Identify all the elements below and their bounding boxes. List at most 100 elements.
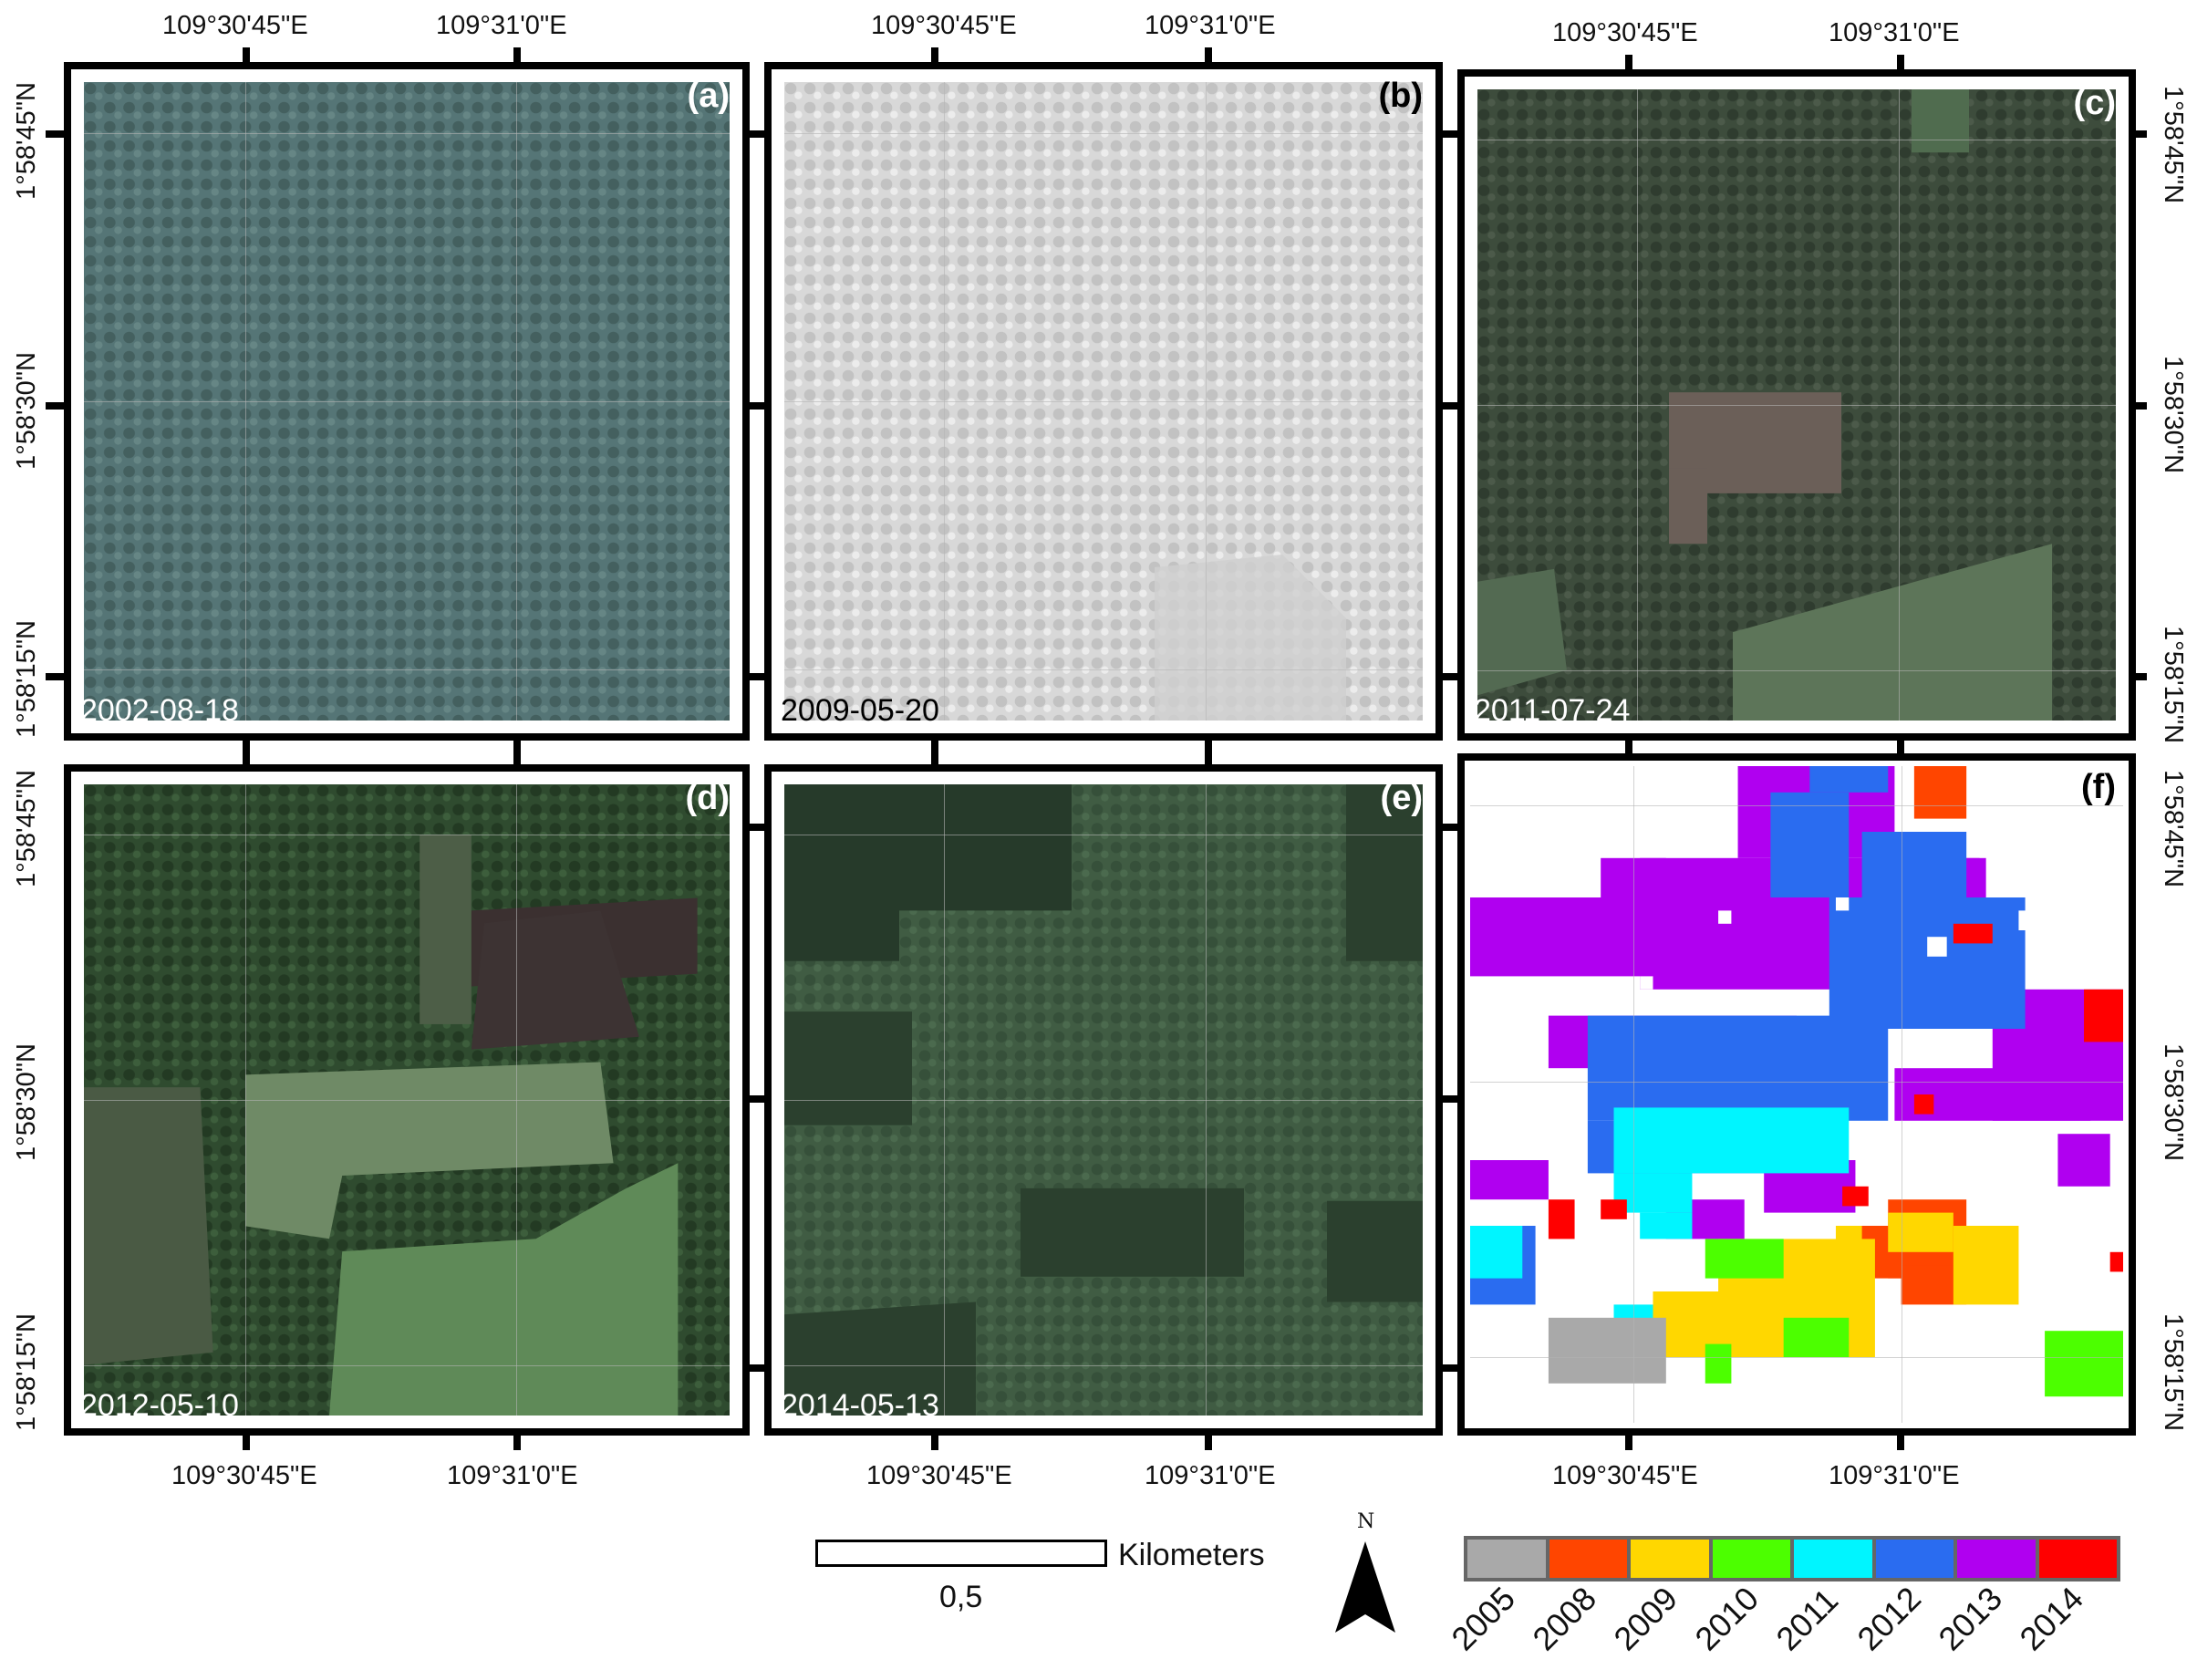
tick-mark [742, 824, 766, 831]
lat-label-left-6: 1°58'15"N [12, 1312, 42, 1432]
north-arrow-icon [1335, 1541, 1395, 1633]
loss-patch-2014 [1548, 1199, 1575, 1239]
lat-label-left-1: 1°58'45"N [12, 81, 42, 201]
tick-mark [46, 130, 64, 138]
lon-label-top-c1: 109°30'45"E [1552, 18, 1698, 47]
tick-mark [1897, 739, 1904, 766]
loss-patch-2013 [2057, 1134, 2110, 1187]
loss-patch-2010 [1783, 1317, 1850, 1357]
loss-patch-2011 [1613, 1107, 1850, 1174]
lon-label-top-c2: 109°31'0"E [1829, 18, 1960, 47]
panel-a: (a) 2002-08-18 [64, 62, 750, 741]
no-change-cell [1835, 897, 1850, 911]
panel-e: (e) 2014-05-13 [764, 764, 1443, 1436]
legend-swatch-2008 [1549, 1540, 1627, 1578]
lon-label-top-b1: 109°30'45"E [871, 11, 1017, 40]
tick-mark [46, 402, 64, 410]
panel-c-image [1477, 89, 2116, 721]
legend-swatch-2010 [1712, 1540, 1790, 1578]
grid-line [1477, 669, 2116, 671]
grid-line [84, 1100, 730, 1101]
loss-patch-2005 [1548, 1317, 1666, 1384]
loss-patch-2009 [1953, 1226, 2019, 1305]
grid-line [84, 1364, 730, 1366]
scale-bar [815, 1540, 1107, 1567]
loss-patch-2014 [1842, 1186, 1869, 1207]
loss-patch-2014 [2084, 989, 2123, 1042]
loss-patch-2012 [1861, 832, 1967, 897]
lat-label-right-2: 1°58'30"N [2159, 355, 2189, 474]
loss-patch-2013 [1470, 1160, 1549, 1200]
tick-mark [742, 1364, 766, 1372]
north-label: N [1357, 1510, 1375, 1533]
lat-label-right-1: 1°58'45"N [2159, 85, 2189, 204]
lon-label-bottom-e1: 109°30'45"E [866, 1461, 1012, 1490]
grid-line [84, 401, 730, 402]
panel-date: 2014-05-13 [781, 1388, 939, 1423]
grid-line [784, 133, 1423, 134]
loss-patch-2013 [1783, 766, 1797, 793]
loss-patch-2010 [2045, 1331, 2123, 1397]
panel-b-image [784, 82, 1423, 721]
forest-loss-map [1470, 766, 2123, 1397]
grid-line [1470, 1081, 2123, 1083]
panel-e-image [784, 784, 1423, 1416]
legend-label-2010: 2010 [1687, 1579, 1767, 1658]
panel-label: (d) [685, 779, 730, 817]
tick-mark [931, 47, 938, 64]
legend-swatch-2014 [2038, 1540, 2117, 1578]
panel-label: (b) [1378, 77, 1423, 115]
legend-swatch-2013 [1957, 1540, 2036, 1578]
loss-patch-2008 [1913, 766, 1967, 819]
tick-mark [931, 1432, 938, 1450]
panel-label: (a) [687, 77, 730, 115]
legend-label-2008: 2008 [1525, 1579, 1604, 1658]
lon-label-bottom-d2: 109°31'0"E [447, 1461, 578, 1490]
tick-mark [243, 47, 250, 64]
no-change-cell [1640, 976, 1653, 990]
tick-mark [742, 1095, 766, 1103]
grid-line [784, 1364, 1423, 1366]
loss-patch-2014 [1953, 923, 1993, 944]
lat-label-right-5: 1°58'30"N [2159, 1042, 2189, 1162]
panel-f: (f) [1457, 753, 2136, 1436]
panel-d: (d) 2012-05-10 [64, 764, 750, 1436]
tick-mark [1205, 739, 1212, 766]
tick-mark [1435, 673, 1459, 680]
tick-mark [2129, 673, 2147, 680]
tick-mark [513, 47, 521, 64]
legend-label-2009: 2009 [1606, 1579, 1685, 1658]
loss-patch-2012 [1809, 766, 1889, 793]
legend-swatch-2005 [1467, 1540, 1546, 1578]
loss-patch-2013 [1470, 897, 1653, 977]
legend-label-2012: 2012 [1850, 1579, 1929, 1658]
tick-mark [513, 739, 521, 766]
grid-line [784, 401, 1423, 402]
lon-label-top-a1: 109°30'45"E [162, 11, 308, 40]
year-legend [1464, 1536, 2120, 1581]
lat-label-right-6: 1°58'15"N [2159, 1312, 2189, 1432]
lat-label-right-3: 1°58'15"N [2159, 625, 2189, 744]
scale-unit: Kilometers [1118, 1538, 1265, 1572]
lat-label-left-5: 1°58'30"N [12, 1042, 42, 1162]
legend-swatch-2012 [1875, 1540, 1953, 1578]
panel-date: 2011-07-24 [1474, 693, 1631, 728]
tick-mark [1435, 1364, 1459, 1372]
tick-mark [1625, 739, 1632, 766]
panel-b: (b) 2009-05-20 [764, 62, 1443, 741]
grid-line [1477, 405, 2116, 406]
grid-line [784, 1100, 1423, 1101]
panel-label: (e) [1380, 779, 1423, 817]
loss-patch-2009 [1835, 1226, 1862, 1252]
loss-patch-2010 [1705, 1239, 1784, 1279]
tick-mark [1897, 55, 1904, 71]
legend-swatch-2009 [1631, 1540, 1709, 1578]
tick-mark [742, 673, 766, 680]
grid-line [84, 669, 730, 670]
lon-label-bottom-d1: 109°30'45"E [171, 1461, 317, 1490]
loss-patch-2009 [1888, 1212, 1953, 1252]
panel-date: 2002-08-18 [80, 693, 239, 728]
tick-mark [513, 1432, 521, 1450]
loss-patch-2012 [1829, 897, 2026, 1029]
grid-line [1470, 1357, 2123, 1358]
